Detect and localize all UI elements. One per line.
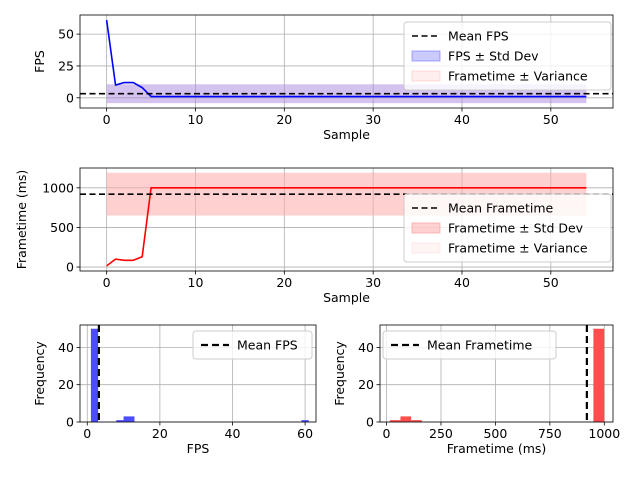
legend-entry-label: Mean FPS xyxy=(448,29,509,44)
axes-frame xyxy=(379,324,614,423)
legend-entry-label: Mean Frametime xyxy=(427,338,533,353)
x-tick-label: 1000 xyxy=(588,426,620,441)
legend-box xyxy=(192,330,313,360)
legend-entry-label: Frametime ± Variance xyxy=(448,241,588,256)
x-tick-label: 0 xyxy=(83,426,91,441)
legend-entry-label: Mean FPS xyxy=(237,338,298,353)
histogram-bar xyxy=(301,420,309,422)
x-axis-label: Frametime (ms) xyxy=(447,441,547,456)
x-tick-label: 50 xyxy=(543,275,559,290)
legend-swatch-patch xyxy=(411,70,441,82)
legend-entry-label: Frametime ± Std Dev xyxy=(448,221,584,236)
chart-panel-fps_histogram: 0 20 40 60 0 20 40 FPS Frequency Mean FPS xyxy=(32,324,317,456)
y-tick-label: 0 xyxy=(66,260,74,275)
histogram-bar xyxy=(116,420,124,422)
legend-entry-label: Frametime ± Variance xyxy=(448,69,588,84)
legend-box xyxy=(403,193,612,263)
axes-frame xyxy=(79,167,614,272)
y-tick-label: 50 xyxy=(58,27,74,42)
chart-panel-frametime_histogram: 0 250 500 750 1000 0 20 40 Frametime (ms) Frequen… xyxy=(332,324,620,456)
y-tick-label: 0 xyxy=(366,415,374,430)
histogram-bar xyxy=(389,420,401,422)
series-line-frametime xyxy=(106,187,587,267)
series-line-fps xyxy=(105,19,587,98)
axes-frame xyxy=(79,324,317,423)
histogram-bar xyxy=(400,416,412,422)
y-tick-label: 20 xyxy=(358,377,374,392)
x-tick-label: 20 xyxy=(276,275,292,290)
x-tick-label: 40 xyxy=(225,426,241,441)
x-axis-label: FPS xyxy=(187,441,210,456)
y-tick-label: 500 xyxy=(50,220,74,235)
legend-box xyxy=(382,330,557,360)
y-tick-label: 25 xyxy=(58,58,74,73)
legend-swatch-patch xyxy=(411,222,441,234)
y-tick-label: 0 xyxy=(66,90,74,105)
x-tick-label: 0 xyxy=(383,426,391,441)
legend-box xyxy=(403,21,612,91)
y-axis-label: Frequency xyxy=(332,341,347,406)
x-tick-label: 0 xyxy=(103,275,111,290)
x-axis-label: Sample xyxy=(323,127,370,142)
legend-swatch-patch xyxy=(411,242,441,254)
y-tick-label: 40 xyxy=(358,340,374,355)
histogram-bar xyxy=(411,420,422,422)
chart-panel-fps_timeseries: 0 10 20 30 40 50 0 25 50 Sample FPS Mean FPS FPS ± S… xyxy=(32,14,614,142)
legend-entry-label: Mean Frametime xyxy=(448,201,554,216)
y-tick-label: 40 xyxy=(58,340,74,355)
y-axis-label: Frequency xyxy=(32,341,47,406)
x-tick-label: 60 xyxy=(297,426,313,441)
y-tick-label: 0 xyxy=(66,415,74,430)
x-tick-label: 0 xyxy=(103,112,111,127)
axes-frame xyxy=(79,14,614,109)
y-axis-label: Frametime (ms) xyxy=(14,170,29,270)
x-tick-label: 40 xyxy=(454,112,470,127)
x-tick-label: 40 xyxy=(454,275,470,290)
x-tick-label: 30 xyxy=(365,112,381,127)
x-tick-label: 50 xyxy=(543,112,559,127)
y-tick-label: 1000 xyxy=(42,180,74,195)
x-tick-label: 750 xyxy=(538,426,562,441)
histogram-bar xyxy=(593,328,605,422)
x-tick-label: 20 xyxy=(276,112,292,127)
x-tick-label: 30 xyxy=(365,275,381,290)
legend-entry-label: FPS ± Std Dev xyxy=(448,49,539,64)
x-tick-label: 10 xyxy=(188,112,204,127)
legend-swatch-patch xyxy=(411,50,441,62)
y-axis-label: FPS xyxy=(32,50,47,73)
x-axis-label: Sample xyxy=(323,290,370,305)
histogram-bar xyxy=(90,328,99,422)
y-tick-label: 20 xyxy=(58,377,74,392)
x-tick-label: 20 xyxy=(152,426,168,441)
x-tick-label: 500 xyxy=(483,426,507,441)
x-tick-label: 10 xyxy=(188,275,204,290)
x-tick-label: 250 xyxy=(429,426,453,441)
histogram-bar xyxy=(123,416,135,422)
